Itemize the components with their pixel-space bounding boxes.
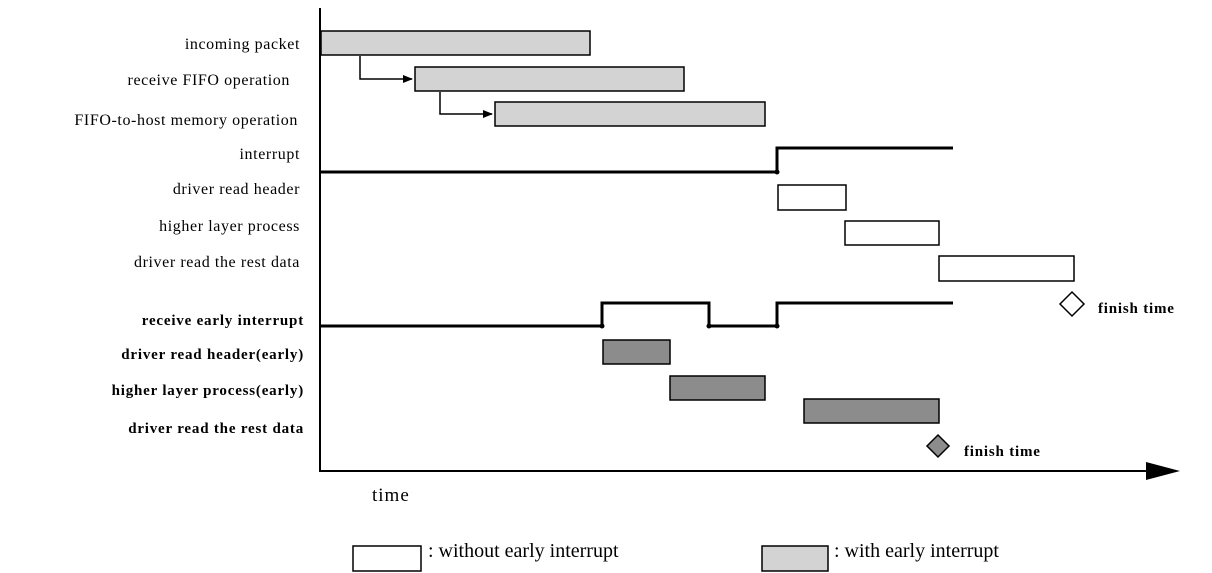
bar-driver-read-header-early [602,339,671,365]
label-driver-read-rest-data-early: driver read the rest data [128,421,304,437]
finish-time-diamond-icon [1058,290,1086,318]
legend-swatch-with [761,545,829,572]
bar-higher-layer-process-early [669,375,766,401]
legend-swatch-without [352,545,422,572]
label-driver-read-rest-data: driver read the rest data [134,254,300,271]
label-driver-read-header: driver read header [173,181,300,198]
signal-early-dot-3 [774,323,780,329]
finish-time-early-label: finish time [964,444,1041,460]
label-interrupt: interrupt [240,146,301,163]
label-driver-read-header-early: driver read header(early) [121,347,304,363]
signal-early-dot-2 [706,323,712,329]
arrow-incoming-to-fifo [359,56,413,83]
x-axis-arrow-icon [1146,462,1180,480]
label-incoming-packet: incoming packet [185,36,300,53]
signal-early-dot-1 [599,323,605,329]
signal-receive-early-interrupt [320,301,953,328]
legend-label-without: : without early interrupt [428,540,619,562]
label-receive-early-interrupt: receive early interrupt [142,313,304,329]
bar-higher-layer-process [844,220,940,246]
label-higher-layer-process-early: higher layer process(early) [112,383,304,399]
label-fifo-to-host-memory-operation: FIFO-to-host memory operation [74,112,298,129]
bar-driver-read-header [777,184,847,211]
finish-time-normal-label: finish time [1098,301,1175,317]
label-receive-fifo-operation: receive FIFO operation [128,72,290,89]
finish-time-early-diamond-icon [925,433,951,459]
legend-label-with: : with early interrupt [834,540,999,562]
bar-receive-fifo-operation [414,66,685,92]
bar-fifo-to-host-memory-operation [494,101,766,127]
arrow-fifo-to-host [439,92,493,118]
bar-driver-read-rest-data [938,255,1075,282]
signal-interrupt [320,146,953,174]
x-axis-label: time [372,485,410,506]
bar-incoming-packet [320,30,591,56]
signal-interrupt-dot [774,169,780,175]
bar-driver-read-rest-data-early [803,398,940,424]
label-higher-layer-process: higher layer process [159,218,300,235]
